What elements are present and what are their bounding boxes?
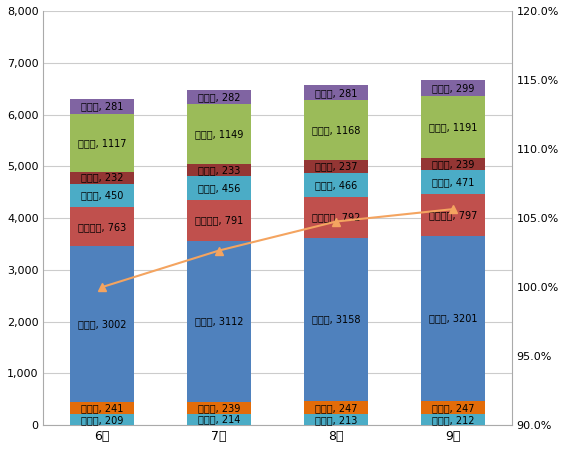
Bar: [304, 414, 368, 425]
Text: 東京都, 3002: 東京都, 3002: [78, 319, 126, 329]
Text: 神奈川県, 791: 神奈川県, 791: [195, 215, 243, 225]
Text: 千葉県, 239: 千葉県, 239: [198, 403, 240, 413]
Text: 千葉県, 241: 千葉県, 241: [81, 403, 123, 413]
Bar: [421, 81, 486, 96]
Bar: [70, 114, 134, 171]
Text: 兵庫県, 282: 兵庫県, 282: [198, 92, 241, 102]
Text: 愛知県, 471: 愛知県, 471: [432, 177, 474, 187]
Text: 大阪府, 1149: 大阪府, 1149: [195, 129, 243, 139]
Text: 愛知県, 456: 愛知県, 456: [198, 183, 240, 193]
Bar: [304, 238, 368, 401]
Bar: [70, 402, 134, 414]
Bar: [187, 164, 251, 176]
Bar: [304, 86, 368, 100]
Text: 埼玉県, 212: 埼玉県, 212: [432, 415, 474, 425]
Text: 大阪府, 1117: 大阪府, 1117: [78, 138, 126, 148]
Text: 京都府, 233: 京都府, 233: [198, 165, 240, 175]
Text: 兵庫県, 281: 兵庫県, 281: [315, 88, 357, 98]
Bar: [421, 170, 486, 194]
Text: 埼玉県, 213: 埼玉県, 213: [315, 415, 357, 425]
Text: 愛知県, 466: 愛知県, 466: [315, 180, 357, 190]
Text: 埼玉県, 214: 埼玉県, 214: [198, 414, 240, 425]
Bar: [421, 414, 486, 425]
Text: 千葉県, 247: 千葉県, 247: [432, 403, 474, 413]
Bar: [304, 161, 368, 173]
Text: 神奈川県, 797: 神奈川県, 797: [429, 210, 478, 220]
Bar: [421, 401, 486, 414]
Text: 埼玉県, 209: 埼玉県, 209: [81, 415, 123, 425]
Bar: [187, 90, 251, 104]
Bar: [187, 104, 251, 164]
Text: 神奈川県, 763: 神奈川県, 763: [78, 222, 126, 232]
Bar: [304, 173, 368, 197]
Text: 京都府, 237: 京都府, 237: [315, 162, 357, 171]
Text: 千葉県, 247: 千葉県, 247: [315, 403, 357, 413]
Text: 兵庫県, 299: 兵庫県, 299: [432, 83, 474, 93]
Bar: [70, 99, 134, 114]
Bar: [70, 184, 134, 207]
Bar: [70, 171, 134, 184]
Bar: [70, 207, 134, 247]
Bar: [70, 414, 134, 425]
Bar: [304, 401, 368, 414]
Bar: [187, 402, 251, 414]
Bar: [421, 236, 486, 401]
Text: 愛知県, 450: 愛知県, 450: [81, 190, 123, 200]
Bar: [304, 197, 368, 238]
Text: 兵庫県, 281: 兵庫県, 281: [81, 102, 123, 112]
Bar: [187, 241, 251, 402]
Bar: [187, 414, 251, 425]
Text: 京都府, 232: 京都府, 232: [81, 173, 123, 183]
Bar: [187, 176, 251, 200]
Bar: [304, 100, 368, 161]
Text: 東京都, 3201: 東京都, 3201: [429, 314, 478, 324]
Bar: [421, 158, 486, 170]
Bar: [70, 247, 134, 402]
Bar: [187, 200, 251, 241]
Text: 大阪府, 1168: 大阪府, 1168: [312, 125, 361, 135]
Text: 京都府, 239: 京都府, 239: [432, 159, 474, 169]
Text: 東京都, 3112: 東京都, 3112: [195, 316, 243, 326]
Bar: [421, 96, 486, 158]
Text: 大阪府, 1191: 大阪府, 1191: [429, 122, 478, 132]
Bar: [421, 194, 486, 236]
Text: 東京都, 3158: 東京都, 3158: [312, 315, 361, 324]
Text: 神奈川県, 792: 神奈川県, 792: [312, 212, 361, 222]
